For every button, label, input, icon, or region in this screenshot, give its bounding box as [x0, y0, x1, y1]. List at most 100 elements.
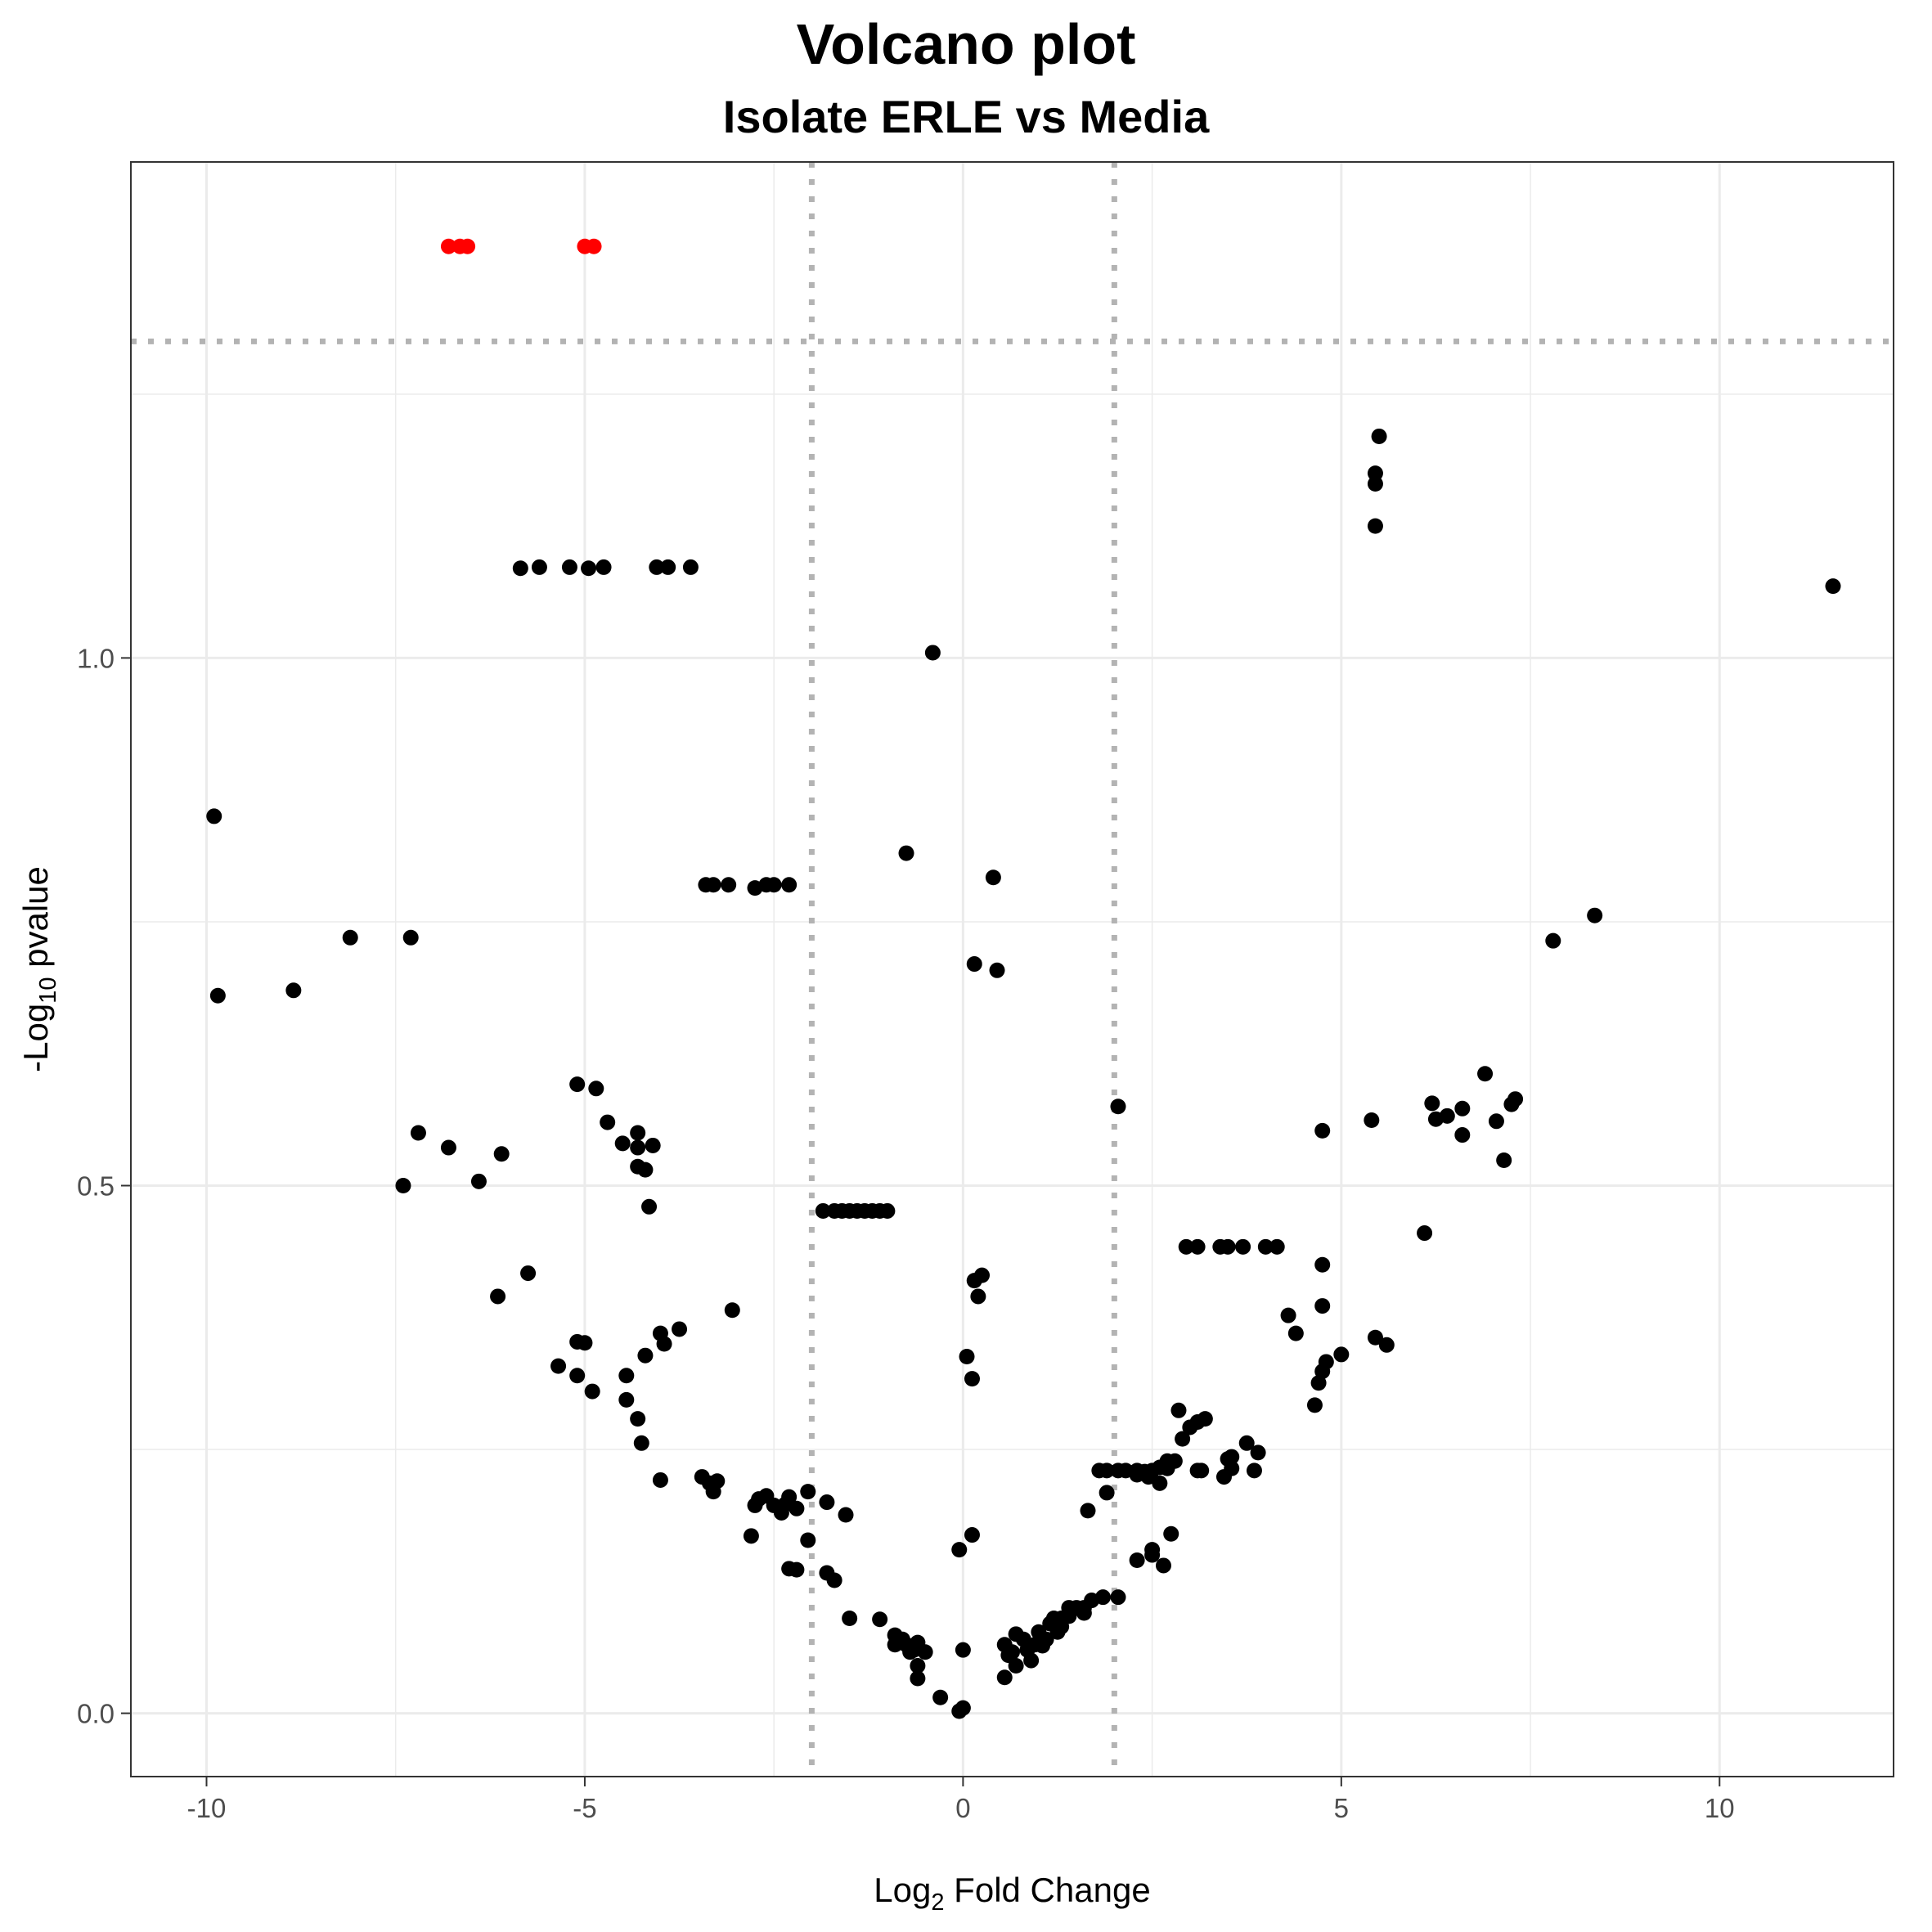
data-point: [826, 1572, 842, 1588]
data-point: [1094, 1589, 1111, 1606]
y-axis: 0.0 0.5 1.0: [77, 643, 131, 1729]
data-point: [781, 1489, 798, 1505]
x-tick-label: 5: [1334, 1793, 1349, 1823]
x-axis-label-rest: Fold Change: [945, 1871, 1151, 1909]
data-point: [641, 1198, 658, 1215]
data-point: [1235, 1238, 1251, 1255]
data-point: [672, 1321, 688, 1337]
data-point: [1314, 1256, 1331, 1273]
data-point: [1367, 518, 1383, 534]
data-point: [819, 1494, 835, 1511]
data-point: [630, 1139, 646, 1156]
data-point: [974, 1267, 991, 1283]
data-point: [550, 1358, 567, 1374]
x-tick-label: -5: [573, 1793, 596, 1823]
data-point: [470, 1173, 487, 1189]
data-point: [1454, 1100, 1471, 1117]
data-point: [989, 962, 1005, 978]
data-point: [561, 559, 577, 575]
data-point: [1287, 1325, 1304, 1341]
data-point: [1129, 1552, 1145, 1569]
data-point: [595, 559, 612, 575]
data-point: [964, 1527, 980, 1543]
data-point: [1023, 1652, 1040, 1669]
data-point: [1129, 1467, 1145, 1483]
data-point: [1333, 1346, 1350, 1363]
data-point: [951, 1542, 968, 1558]
data-point: [1189, 1238, 1206, 1255]
data-point: [800, 1484, 816, 1500]
y-axis-label-rest: pvalue: [16, 866, 55, 977]
data-point: [1110, 1589, 1126, 1606]
data-point: [1099, 1485, 1115, 1501]
data-point: [1246, 1462, 1262, 1479]
data-point: [342, 929, 358, 946]
data-point: [951, 1703, 968, 1719]
data-point: [649, 559, 665, 575]
data-point: [872, 1611, 888, 1628]
data-point: [1238, 1435, 1255, 1451]
data-point: [898, 845, 914, 861]
data-point: [1378, 1337, 1395, 1353]
data-point: [1178, 1238, 1194, 1255]
data-point: [520, 1265, 537, 1282]
data-point: [1314, 1122, 1331, 1139]
data-point: [966, 956, 982, 973]
minor-grid: [131, 162, 1894, 1777]
data-point: [766, 877, 782, 893]
data-point: [709, 1473, 726, 1489]
data-point: [910, 1670, 926, 1687]
data-point: [970, 1288, 986, 1305]
data-point: [1080, 1503, 1096, 1519]
data-point: [1054, 1619, 1070, 1635]
data-point: [660, 559, 676, 575]
data-point: [1099, 1462, 1115, 1479]
data-point: [1152, 1475, 1168, 1491]
data-point: [577, 1335, 593, 1351]
data-point: [531, 559, 547, 575]
data-point: [985, 869, 1001, 886]
data-point: [493, 1146, 510, 1162]
data-point: [1175, 1431, 1191, 1447]
data-point: [1439, 1108, 1455, 1124]
data-point: [402, 929, 419, 946]
data-point: [652, 1471, 668, 1488]
data-point: [1076, 1605, 1092, 1621]
y-tick-label: 1.0: [77, 643, 115, 673]
data-point: [682, 559, 699, 575]
data-points: [206, 238, 1841, 1719]
data-point: [932, 1689, 949, 1705]
data-point: [630, 1411, 646, 1427]
data-point: [1163, 1525, 1179, 1542]
data-point: [1193, 1462, 1210, 1479]
y-tick-label: 0.5: [77, 1170, 115, 1201]
data-point: [1269, 1238, 1285, 1255]
data-point: [917, 1644, 933, 1660]
threshold-lines: [131, 162, 1894, 1777]
data-point: [773, 1504, 789, 1521]
data-point: [800, 1532, 816, 1548]
x-tick-label: 10: [1705, 1793, 1735, 1823]
data-point: [618, 1391, 635, 1408]
data-point: [569, 1076, 586, 1093]
data-point: [705, 877, 721, 893]
data-point: [614, 1135, 631, 1152]
data-point: [1306, 1397, 1323, 1413]
data-point: [1424, 1095, 1440, 1112]
significant-point: [440, 238, 456, 254]
data-point: [656, 1336, 672, 1352]
data-point: [630, 1125, 646, 1141]
data-point: [789, 1500, 805, 1516]
data-point: [1587, 907, 1603, 923]
data-point: [1034, 1638, 1050, 1654]
data-point: [1197, 1411, 1213, 1427]
data-point: [781, 877, 798, 893]
data-point: [1367, 476, 1383, 492]
data-point: [1004, 1644, 1020, 1660]
y-tick-label: 0.0: [77, 1699, 115, 1729]
data-point: [1159, 1460, 1175, 1476]
data-point: [645, 1137, 661, 1153]
data-point: [584, 1383, 600, 1400]
data-point: [1364, 1112, 1380, 1128]
data-point: [1545, 932, 1561, 949]
